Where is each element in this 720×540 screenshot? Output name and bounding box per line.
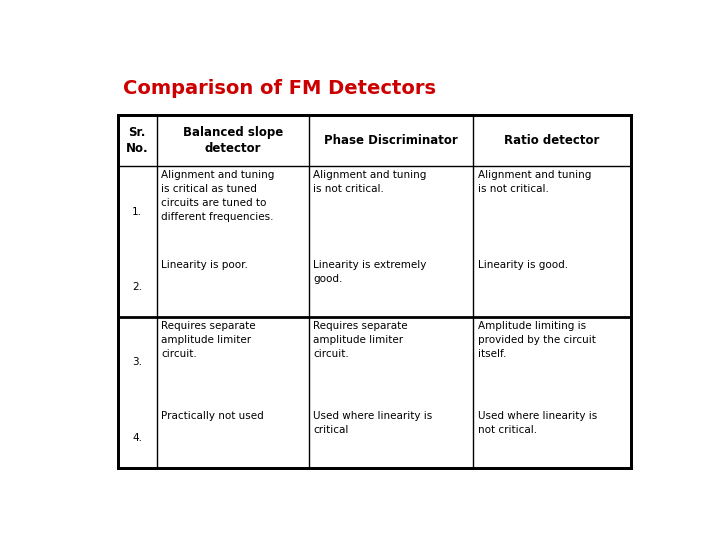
Text: Balanced slope
detector: Balanced slope detector xyxy=(183,126,283,155)
Text: Amplitude limiting is
provided by the circuit
itself.: Amplitude limiting is provided by the ci… xyxy=(477,321,595,359)
Text: Used where linearity is
not critical.: Used where linearity is not critical. xyxy=(477,411,597,435)
Text: Comparison of FM Detectors: Comparison of FM Detectors xyxy=(124,79,436,98)
Text: Ratio detector: Ratio detector xyxy=(505,134,600,147)
Text: Phase Discriminator: Phase Discriminator xyxy=(324,134,458,147)
Text: Used where linearity is
critical: Used where linearity is critical xyxy=(313,411,433,435)
Text: Alignment and tuning
is critical as tuned
circuits are tuned to
different freque: Alignment and tuning is critical as tune… xyxy=(161,170,274,221)
Text: Linearity is extremely
good.: Linearity is extremely good. xyxy=(313,260,427,284)
Text: Alignment and tuning
is not critical.: Alignment and tuning is not critical. xyxy=(313,170,427,194)
Text: Alignment and tuning
is not critical.: Alignment and tuning is not critical. xyxy=(477,170,591,194)
Text: Requires separate
amplitude limiter
circuit.: Requires separate amplitude limiter circ… xyxy=(313,321,408,359)
Text: 3.: 3. xyxy=(132,357,143,368)
Text: Linearity is poor.: Linearity is poor. xyxy=(161,260,248,270)
Text: Practically not used: Practically not used xyxy=(161,411,264,421)
Text: Sr.
No.: Sr. No. xyxy=(126,126,148,155)
Text: 4.: 4. xyxy=(132,433,143,443)
Text: Requires separate
amplitude limiter
circuit.: Requires separate amplitude limiter circ… xyxy=(161,321,256,359)
Text: Linearity is good.: Linearity is good. xyxy=(477,260,567,270)
Text: 2.: 2. xyxy=(132,282,143,292)
Text: 1.: 1. xyxy=(132,207,143,217)
